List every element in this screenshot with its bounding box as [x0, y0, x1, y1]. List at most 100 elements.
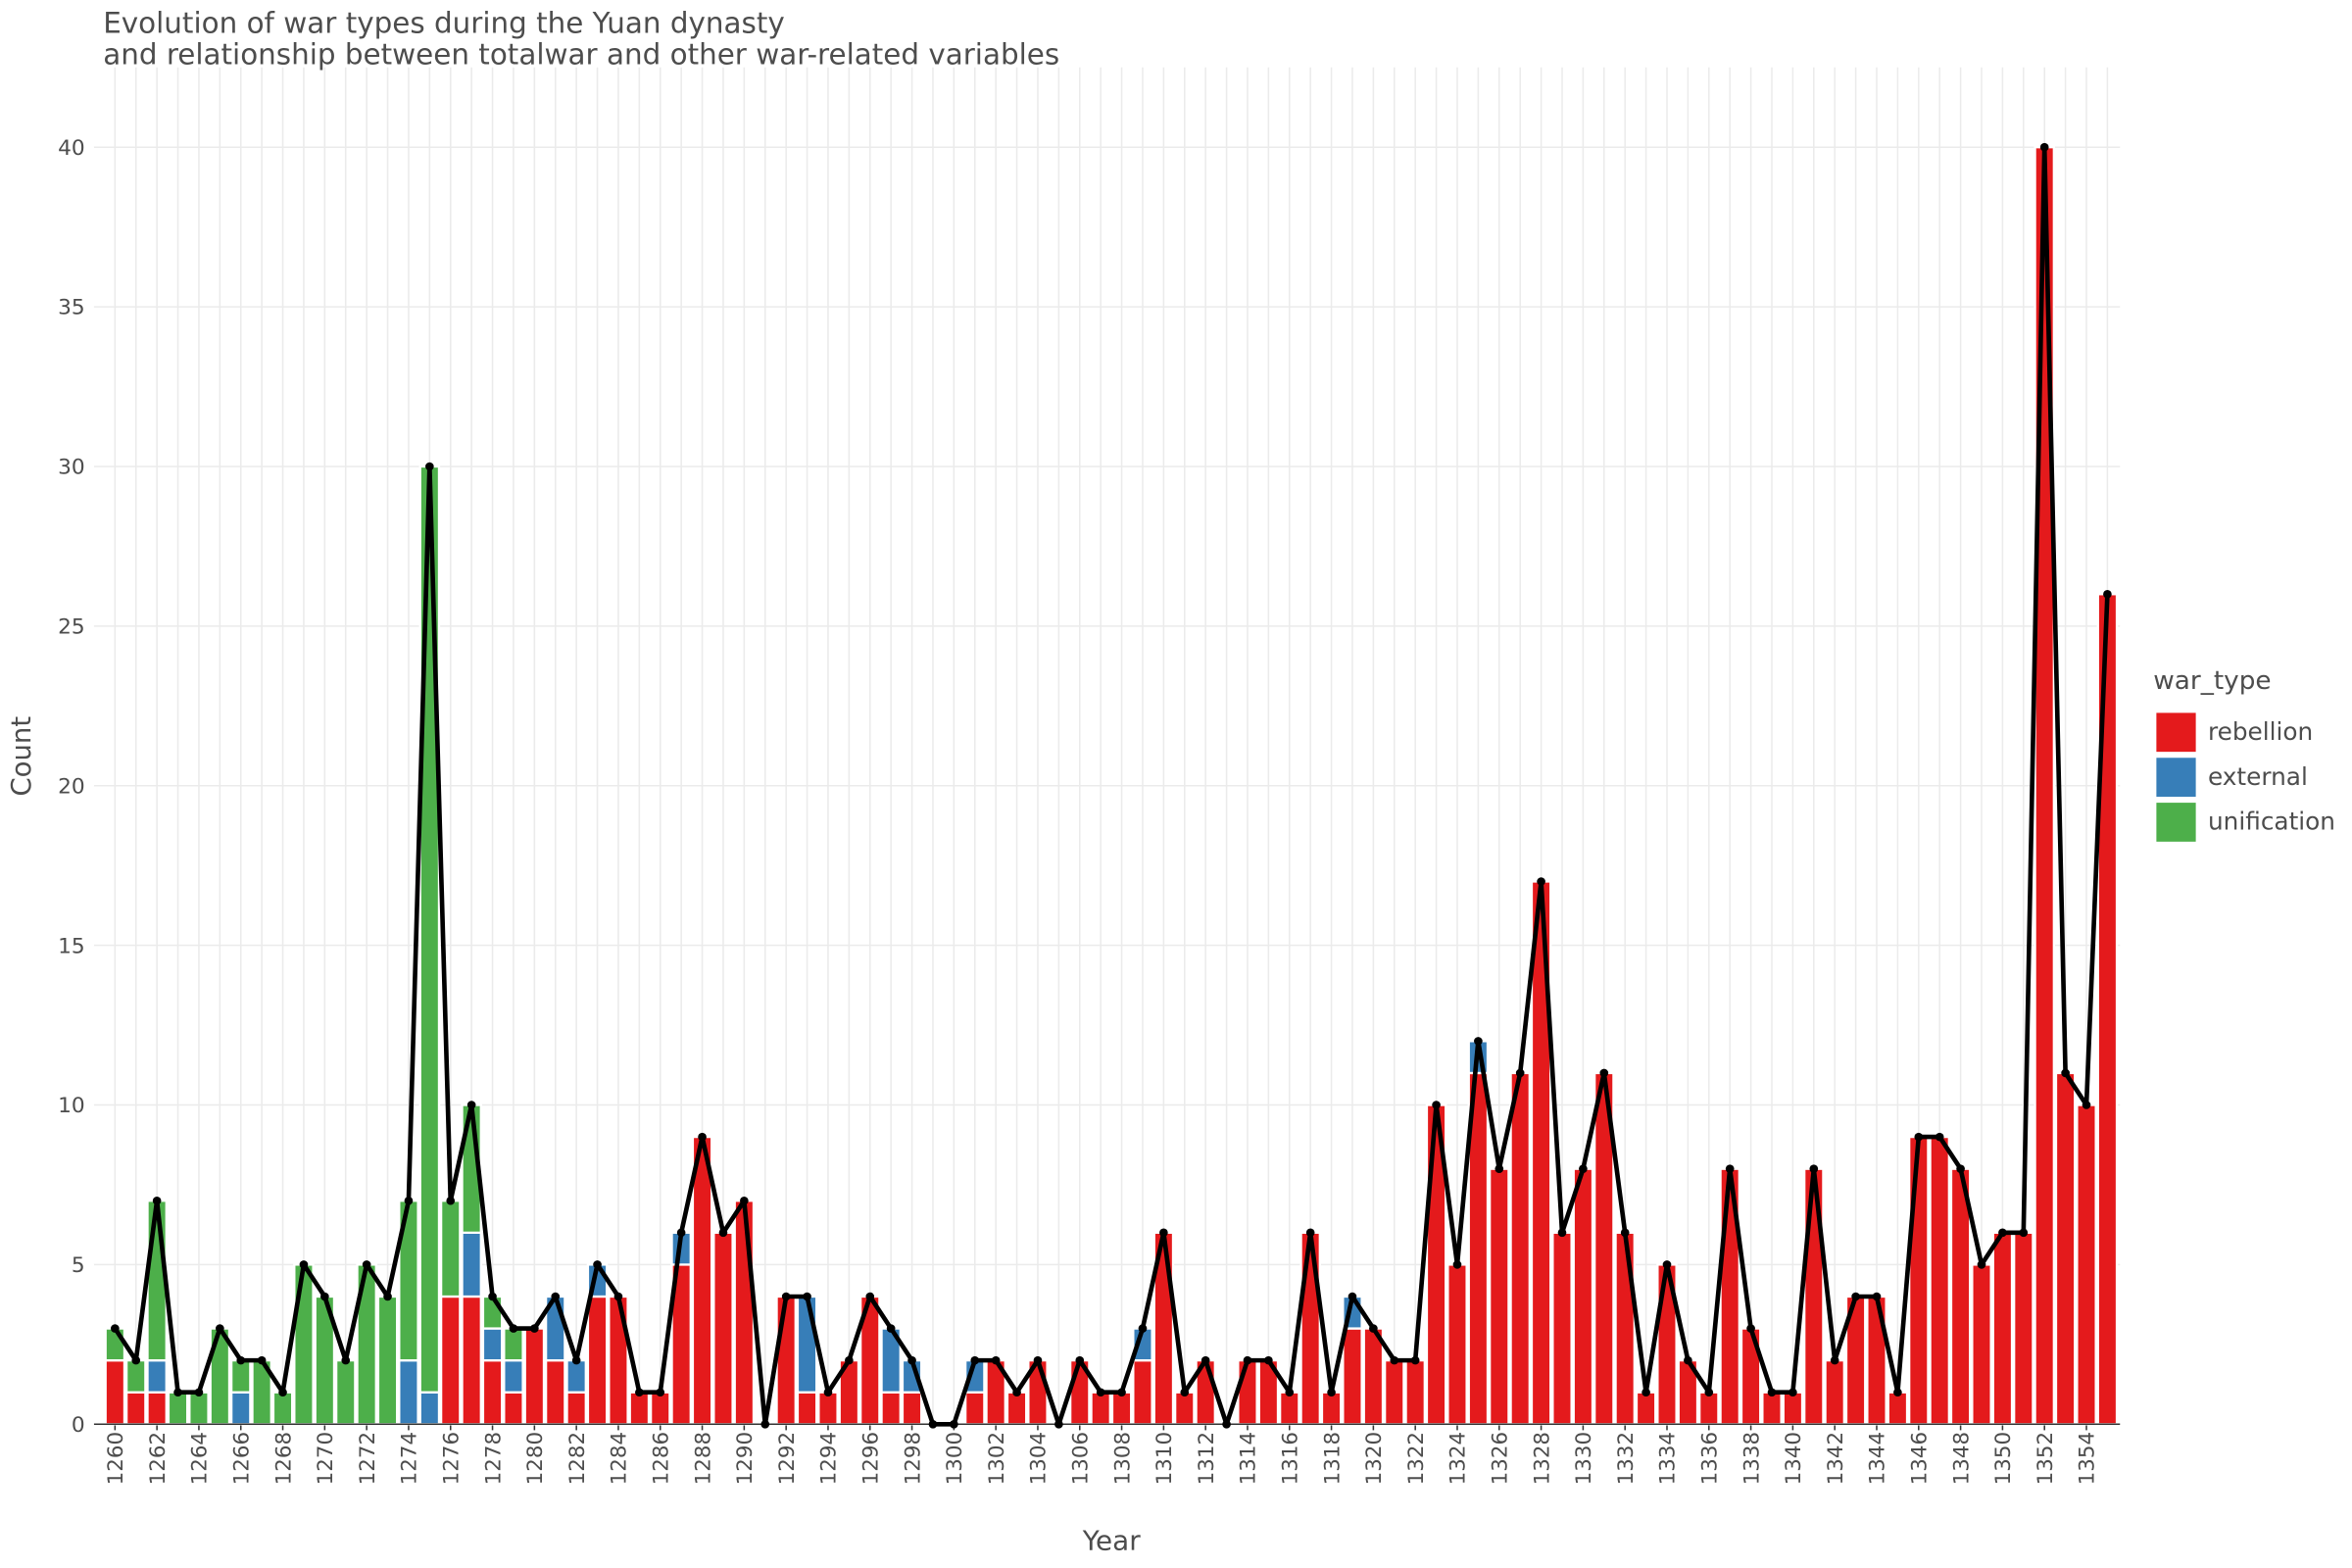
line-point — [865, 1292, 875, 1301]
line-point — [1935, 1132, 1944, 1142]
line-point — [173, 1388, 182, 1396]
bar-segment — [586, 1295, 609, 1426]
x-tick-label: 1318 — [1320, 1432, 1345, 1485]
line-point — [1725, 1164, 1735, 1173]
bar-segment — [1488, 1167, 1510, 1426]
line-point — [1809, 1164, 1819, 1173]
y-tick-label: 25 — [58, 615, 85, 640]
line-point — [635, 1388, 644, 1396]
bar-segment — [1929, 1135, 1950, 1426]
bar-segment — [376, 1295, 399, 1426]
line-point — [1264, 1355, 1273, 1365]
line-point — [278, 1388, 287, 1396]
line-point — [1432, 1101, 1441, 1109]
line-point — [1096, 1388, 1105, 1396]
y-tick-label: 5 — [72, 1253, 85, 1278]
line-point — [1012, 1388, 1021, 1396]
line-point — [1684, 1355, 1692, 1365]
bar-segment — [901, 1391, 923, 1426]
bar-segment — [146, 1391, 168, 1426]
line-point — [1222, 1420, 1231, 1429]
x-tick-label: 1274 — [398, 1432, 422, 1485]
x-tick-label: 1338 — [1740, 1432, 1764, 1485]
bar-segment — [628, 1391, 651, 1426]
bar-segment — [733, 1200, 756, 1426]
x-tick-label: 1276 — [439, 1432, 464, 1485]
line-point — [676, 1228, 686, 1238]
line-point — [970, 1355, 980, 1365]
x-tick-label: 1268 — [271, 1432, 296, 1485]
line-point — [1767, 1388, 1777, 1396]
line-point — [1159, 1228, 1168, 1238]
x-tick-label: 1326 — [1488, 1432, 1512, 1485]
bar-segment — [461, 1231, 482, 1298]
y-tick-label: 35 — [58, 296, 85, 320]
line-point — [1620, 1228, 1630, 1238]
line-point — [1452, 1260, 1462, 1269]
x-tick-label: 1288 — [691, 1432, 715, 1485]
line-point — [1851, 1292, 1860, 1301]
x-tick-label: 1350 — [1991, 1432, 2016, 1485]
line-point — [698, 1132, 707, 1142]
bar-segment — [796, 1295, 818, 1394]
bar-segment — [2076, 1103, 2097, 1426]
x-tick-label: 1328 — [1530, 1432, 1554, 1485]
x-axis-title: Year — [1082, 1525, 1142, 1557]
line-point — [111, 1324, 120, 1333]
bar-segment — [418, 465, 441, 1394]
line-point — [404, 1196, 414, 1205]
bar-segment — [1005, 1391, 1028, 1426]
y-tick-label: 30 — [58, 456, 85, 480]
x-tick-label: 1308 — [1110, 1432, 1135, 1485]
legend-swatch — [2156, 758, 2196, 797]
line-point — [341, 1355, 351, 1365]
legend-swatch — [2156, 803, 2196, 842]
y-tick-label: 0 — [72, 1413, 85, 1438]
line-point — [1033, 1355, 1043, 1365]
bar-segment — [1446, 1263, 1468, 1426]
line-point — [2061, 1068, 2070, 1078]
x-tick-label: 1296 — [858, 1432, 883, 1485]
bar-segment — [1404, 1358, 1426, 1426]
line-point — [1117, 1388, 1126, 1396]
line-point — [509, 1324, 518, 1333]
bar-segment — [1782, 1391, 1804, 1426]
bar-segment — [1509, 1071, 1531, 1426]
line-point — [823, 1388, 833, 1396]
line-point — [1599, 1068, 1609, 1078]
bar-segment — [461, 1295, 482, 1426]
bar-segment — [1908, 1135, 1930, 1426]
line-point — [2019, 1228, 2029, 1238]
y-axis-title: Count — [5, 716, 37, 797]
x-tick-label: 1334 — [1656, 1432, 1681, 1485]
bar-segment — [880, 1391, 902, 1426]
line-point — [991, 1355, 1001, 1365]
bar-segment — [1090, 1391, 1111, 1426]
line-point — [907, 1355, 916, 1365]
line-point — [740, 1196, 749, 1205]
x-tick-label: 1302 — [985, 1432, 1009, 1485]
bar-segment — [503, 1358, 524, 1394]
x-tick-label: 1298 — [901, 1432, 925, 1485]
x-tick-label: 1260 — [104, 1432, 128, 1485]
chart-subtitle: and relationship between totalwar and ot… — [103, 38, 1059, 72]
bar-segment — [1761, 1391, 1783, 1426]
line-point — [1788, 1388, 1797, 1396]
bar-segment — [1803, 1167, 1825, 1426]
bar-segment — [229, 1391, 252, 1426]
x-tick-label: 1342 — [1824, 1432, 1848, 1485]
bar-segment — [418, 1391, 441, 1426]
y-tick-label: 10 — [58, 1094, 85, 1118]
line-point — [781, 1292, 791, 1301]
bar-segment — [104, 1358, 126, 1426]
line-point — [551, 1292, 561, 1301]
line-point — [1138, 1324, 1148, 1333]
bar-segment — [481, 1358, 504, 1426]
x-tick-label: 1312 — [1195, 1432, 1219, 1485]
line-point — [656, 1388, 665, 1396]
y-tick-label: 40 — [58, 136, 85, 161]
x-tick-label: 1304 — [1027, 1432, 1052, 1485]
line-point — [530, 1324, 539, 1333]
x-tick-label: 1294 — [817, 1432, 842, 1485]
